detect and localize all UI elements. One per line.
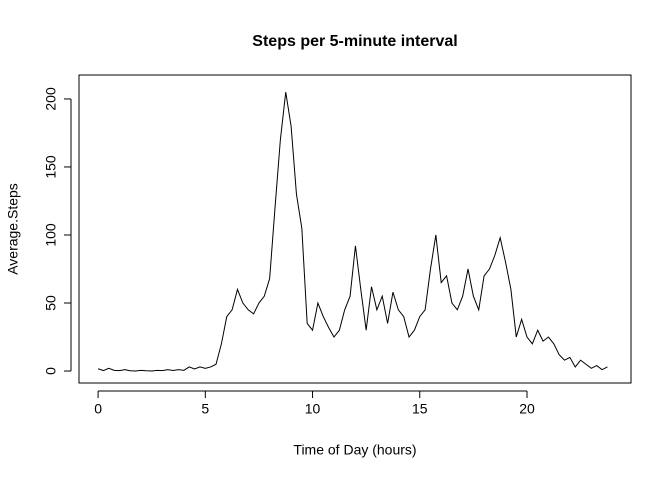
y-tick-label: 0 xyxy=(43,367,59,375)
x-axis-title: Time of Day (hours) xyxy=(293,442,416,458)
plot-box xyxy=(78,74,632,384)
chart-title: Steps per 5-minute interval xyxy=(252,33,457,50)
x-tick-label: 10 xyxy=(305,401,321,417)
x-tick-label: 0 xyxy=(94,401,102,417)
x-tick-label: 5 xyxy=(201,401,209,417)
data-line xyxy=(97,92,608,372)
y-tick-label: 200 xyxy=(43,87,59,111)
y-axis-title: Average.Steps xyxy=(5,183,21,275)
y-tick-label: 100 xyxy=(43,223,59,247)
x-tick-label: 20 xyxy=(519,401,535,417)
y-tick-label: 150 xyxy=(43,155,59,179)
x-tick-label: 15 xyxy=(412,401,428,417)
y-tick-label: 50 xyxy=(43,295,59,311)
